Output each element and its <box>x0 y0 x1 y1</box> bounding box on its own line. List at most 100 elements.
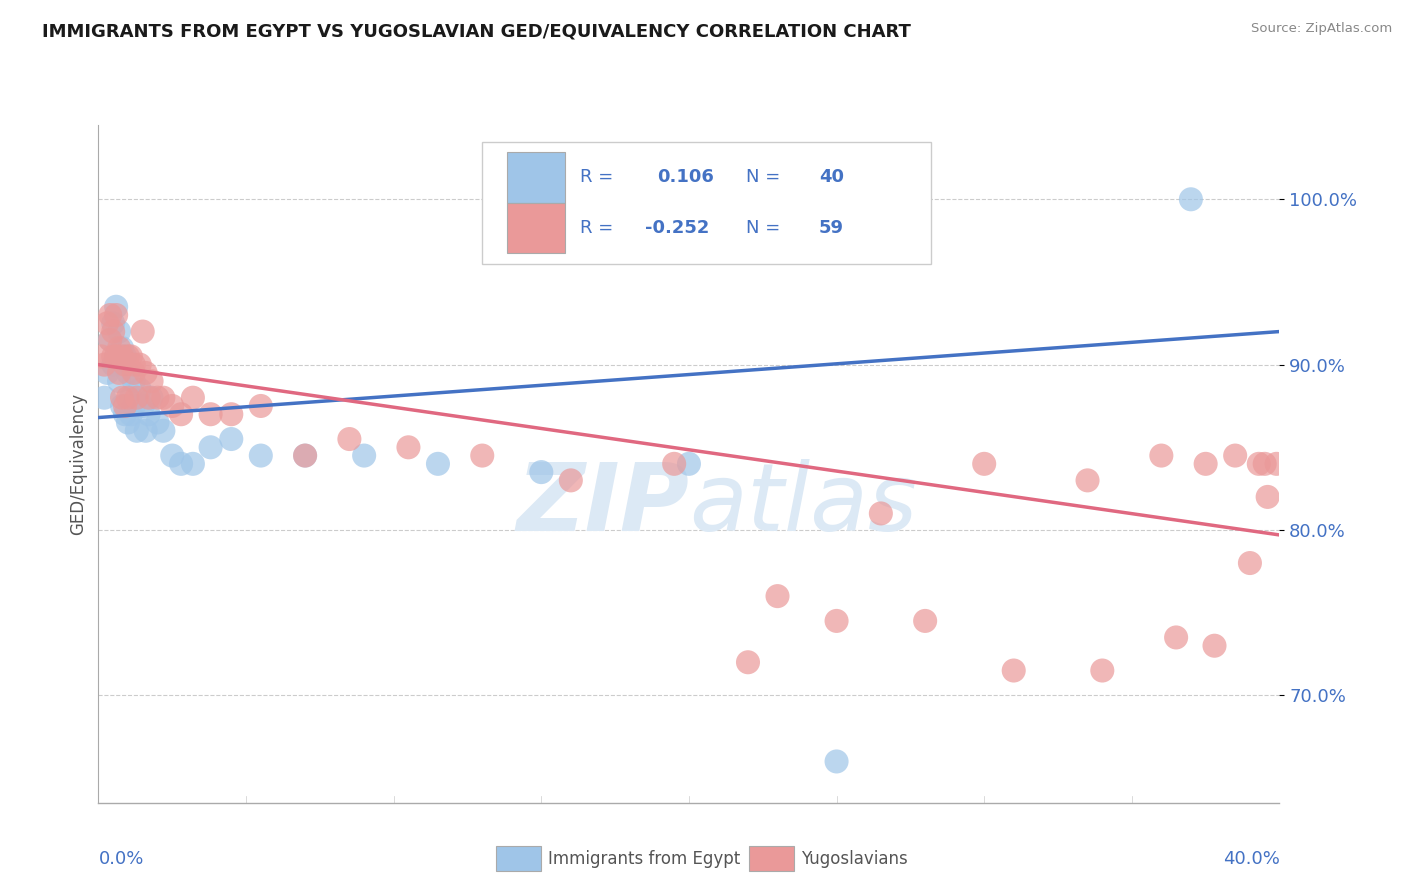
Point <box>96 366 118 380</box>
Point <box>1077 474 1099 488</box>
Point <box>93 391 115 405</box>
Point <box>294 449 316 463</box>
Point <box>1002 664 1025 678</box>
Point <box>560 474 582 488</box>
Point <box>1195 457 1218 471</box>
Point <box>200 407 222 421</box>
Text: Source: ZipAtlas.com: Source: ZipAtlas.com <box>1251 22 1392 36</box>
Point <box>103 325 125 339</box>
Point <box>1257 490 1279 504</box>
Point <box>396 440 419 454</box>
Point <box>122 374 145 388</box>
Point <box>353 449 375 463</box>
Point <box>111 391 134 405</box>
Point <box>530 465 553 479</box>
Text: Immigrants from Egypt: Immigrants from Egypt <box>548 850 741 868</box>
Point <box>114 350 136 364</box>
Point <box>98 333 121 347</box>
Point <box>117 391 139 405</box>
Point <box>250 399 273 413</box>
Text: ZIP: ZIP <box>516 458 689 550</box>
Point <box>664 457 686 471</box>
FancyBboxPatch shape <box>508 203 565 253</box>
Point <box>737 655 759 669</box>
Point <box>96 316 118 330</box>
Point <box>138 391 160 405</box>
Point <box>427 457 450 471</box>
Point <box>1239 556 1261 570</box>
Text: N =: N = <box>745 169 786 186</box>
Point <box>141 391 163 405</box>
Point <box>138 407 160 421</box>
Point <box>128 383 150 397</box>
Point <box>869 507 891 521</box>
Point <box>219 407 242 421</box>
Point <box>135 424 157 438</box>
Point <box>1265 457 1288 471</box>
Point <box>98 308 121 322</box>
Text: atlas: atlas <box>689 459 917 550</box>
Point <box>162 449 183 463</box>
Point <box>122 366 145 380</box>
Point <box>122 399 145 413</box>
Point <box>250 449 273 463</box>
Point <box>125 391 148 405</box>
Point <box>93 358 115 372</box>
Text: R =: R = <box>581 169 619 186</box>
Point <box>294 449 316 463</box>
Text: N =: N = <box>745 219 786 237</box>
Point <box>678 457 700 471</box>
Point <box>103 316 125 330</box>
Point <box>337 432 360 446</box>
Point <box>146 391 169 405</box>
Point <box>152 391 174 405</box>
Point <box>132 325 155 339</box>
Text: Yugoslavians: Yugoslavians <box>801 850 908 868</box>
Point <box>103 350 125 364</box>
Y-axis label: GED/Equivalency: GED/Equivalency <box>69 392 87 535</box>
Text: 40: 40 <box>818 169 844 186</box>
Point <box>105 300 128 314</box>
Point <box>108 374 131 388</box>
Point <box>766 589 789 603</box>
Point <box>103 358 125 372</box>
Point <box>120 407 142 421</box>
Point <box>105 308 128 322</box>
Point <box>108 366 131 380</box>
Point <box>170 457 193 471</box>
Point <box>1204 639 1226 653</box>
Point <box>219 432 242 446</box>
Point <box>1180 192 1202 206</box>
Point <box>117 366 139 380</box>
Point <box>105 350 128 364</box>
Point <box>200 440 222 454</box>
Point <box>128 358 150 372</box>
Point <box>111 350 134 364</box>
Point <box>108 341 131 355</box>
Point <box>1223 449 1246 463</box>
Point <box>111 399 134 413</box>
Text: R =: R = <box>581 219 619 237</box>
Point <box>825 755 848 769</box>
Point <box>114 358 136 372</box>
Point <box>90 350 112 364</box>
Point <box>146 416 169 430</box>
Text: 59: 59 <box>818 219 844 237</box>
Point <box>152 424 174 438</box>
Text: 0.0%: 0.0% <box>98 850 143 868</box>
Point <box>181 391 204 405</box>
Point <box>1247 457 1270 471</box>
Point <box>122 358 145 372</box>
Point <box>114 399 136 413</box>
Point <box>1254 457 1277 471</box>
Point <box>120 391 142 405</box>
Point <box>973 457 995 471</box>
Point <box>162 399 183 413</box>
Point <box>132 399 155 413</box>
Text: 0.106: 0.106 <box>657 169 714 186</box>
Point <box>98 333 121 347</box>
Point <box>1164 631 1187 645</box>
Point <box>125 424 148 438</box>
Point <box>1150 449 1173 463</box>
FancyBboxPatch shape <box>482 142 931 264</box>
